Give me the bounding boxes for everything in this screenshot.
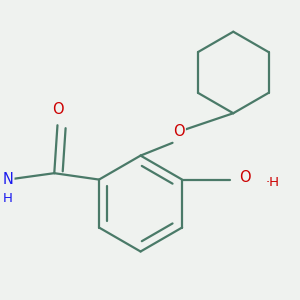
Text: N: N — [2, 172, 14, 187]
Text: O: O — [238, 170, 250, 185]
Text: H: H — [3, 192, 13, 205]
Text: O: O — [52, 102, 63, 117]
Text: O: O — [173, 124, 185, 139]
Text: ·H: ·H — [265, 176, 279, 189]
